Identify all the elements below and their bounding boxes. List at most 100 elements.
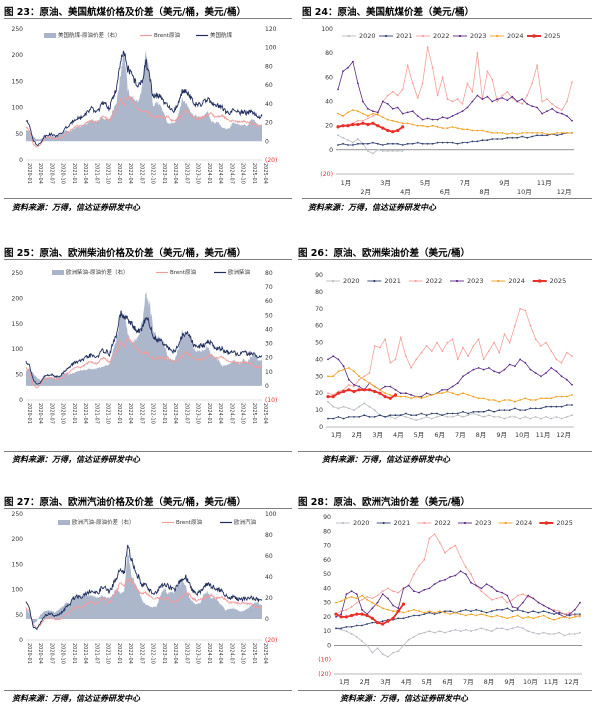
series-point-2022 (471, 90, 474, 93)
legend-label: 2021 (394, 519, 411, 527)
series-point-2020 (415, 419, 418, 422)
series-point-2024 (368, 382, 371, 384)
series-point-2021 (416, 141, 419, 144)
x-tick-label: 2022-04 (127, 163, 133, 184)
series-point-2024 (371, 601, 374, 604)
series-point-2020 (405, 416, 407, 418)
panel-27-chart: 0 50 100 150 200 250 (20) 0 20 40 60 80 100 2020-01 20… (12, 511, 278, 664)
series-point-2024 (428, 610, 431, 613)
series-point-2024 (503, 399, 506, 401)
series-point-2023 (446, 117, 449, 120)
series-point-2024 (415, 395, 418, 398)
series-point-2024 (449, 613, 452, 615)
series-point-2024 (556, 132, 558, 134)
series-point-2024 (522, 617, 524, 620)
series-point-2020 (337, 134, 339, 137)
series-point-2020 (522, 627, 524, 630)
series-point-2021 (376, 142, 379, 145)
series-point-2023 (381, 100, 384, 103)
series-point-2022 (546, 98, 548, 100)
series-point-2023 (485, 583, 488, 585)
right-tick-label: 100 (265, 45, 277, 52)
series-point-2021 (548, 611, 550, 614)
legend-marker-2023 (463, 521, 467, 525)
product-line (25, 310, 263, 385)
series-point-2022 (425, 345, 428, 347)
legend-swatch-spread (58, 520, 70, 525)
series-point-2022 (506, 601, 509, 604)
series-point-2023 (555, 370, 558, 373)
series-point-2020 (496, 627, 498, 630)
series-point-2024 (418, 610, 420, 613)
series-point-2022 (466, 82, 469, 85)
series-point-2024 (367, 115, 369, 117)
series-point-2022 (514, 324, 516, 327)
panel-27-source: 资料来源：万得，信达证券研发中心 (12, 693, 140, 703)
series-point-2023 (464, 573, 467, 575)
series-point-2021 (423, 613, 426, 615)
series-point-2021 (532, 610, 535, 613)
series-line-2020 (327, 401, 573, 421)
series-point-2024 (342, 115, 344, 117)
series-point-2023 (413, 590, 415, 593)
series-point-2020 (459, 630, 462, 633)
series-point-2021 (347, 144, 349, 146)
series-point-2023 (446, 388, 449, 391)
series-point-2021 (373, 416, 376, 418)
series-point-2022 (418, 564, 420, 567)
series-point-2023 (537, 601, 540, 604)
series-point-2024 (506, 133, 509, 135)
series-point-2022 (362, 119, 364, 122)
series-point-2021 (488, 409, 490, 411)
series-point-2022 (541, 100, 543, 103)
series-point-2024 (461, 128, 464, 131)
panel-25-source: 资料来源：万得，信达证券研发中心 (12, 454, 140, 464)
legend-label: Brent原油 (176, 518, 202, 526)
series-point-2020 (524, 416, 527, 418)
series-point-2023 (511, 95, 514, 98)
right-tick-label: 20 (265, 120, 273, 127)
series-point-2023 (441, 388, 444, 391)
series-point-2024 (553, 618, 555, 621)
series-point-2022 (506, 90, 509, 93)
series-point-2020 (389, 416, 392, 418)
left-tick-label: 50 (15, 131, 23, 138)
series-point-2021 (540, 407, 542, 410)
x-tick-label: 2023-07 (183, 643, 189, 664)
y-tick-label: 30 (315, 373, 323, 380)
legend-marker-2022 (421, 34, 425, 38)
series-point-2023 (425, 392, 428, 395)
series-point-2024 (516, 133, 519, 135)
series-point-2023 (511, 606, 514, 608)
series-point-2021 (384, 416, 386, 418)
series-point-2025 (366, 122, 370, 127)
y-tick-label: 10 (323, 628, 331, 635)
series-point-2024 (337, 370, 340, 373)
series-point-2021 (371, 621, 374, 624)
legend-label: 2021 (384, 277, 401, 285)
series-point-2022 (367, 117, 369, 120)
x-tick-label: 2022-01 (116, 403, 122, 424)
series-point-2020 (537, 633, 540, 635)
series-point-2023 (332, 355, 335, 357)
series-point-2024 (372, 112, 374, 115)
left-tick-label: 100 (12, 587, 24, 594)
series-point-2023 (406, 111, 409, 114)
series-point-2022 (347, 383, 350, 386)
legend-marker-2025 (544, 521, 549, 525)
series-point-2025 (396, 128, 400, 133)
series-point-2023 (367, 107, 369, 110)
series-point-2022 (438, 541, 441, 544)
series-point-2023 (550, 367, 553, 369)
panel-25-title-rule (4, 259, 292, 260)
series-point-2022 (456, 98, 459, 100)
series-point-2020 (387, 656, 389, 658)
series-point-2023 (411, 110, 414, 113)
legend-label: 欧洲汽油 (234, 518, 257, 526)
right-tick-label: 40 (265, 101, 273, 108)
series-point-2021 (420, 412, 423, 415)
x-tick-label: 6月 (442, 678, 453, 686)
y-tick-label: 100 (321, 26, 333, 33)
product-line (25, 50, 263, 147)
series-point-2024 (486, 130, 489, 133)
